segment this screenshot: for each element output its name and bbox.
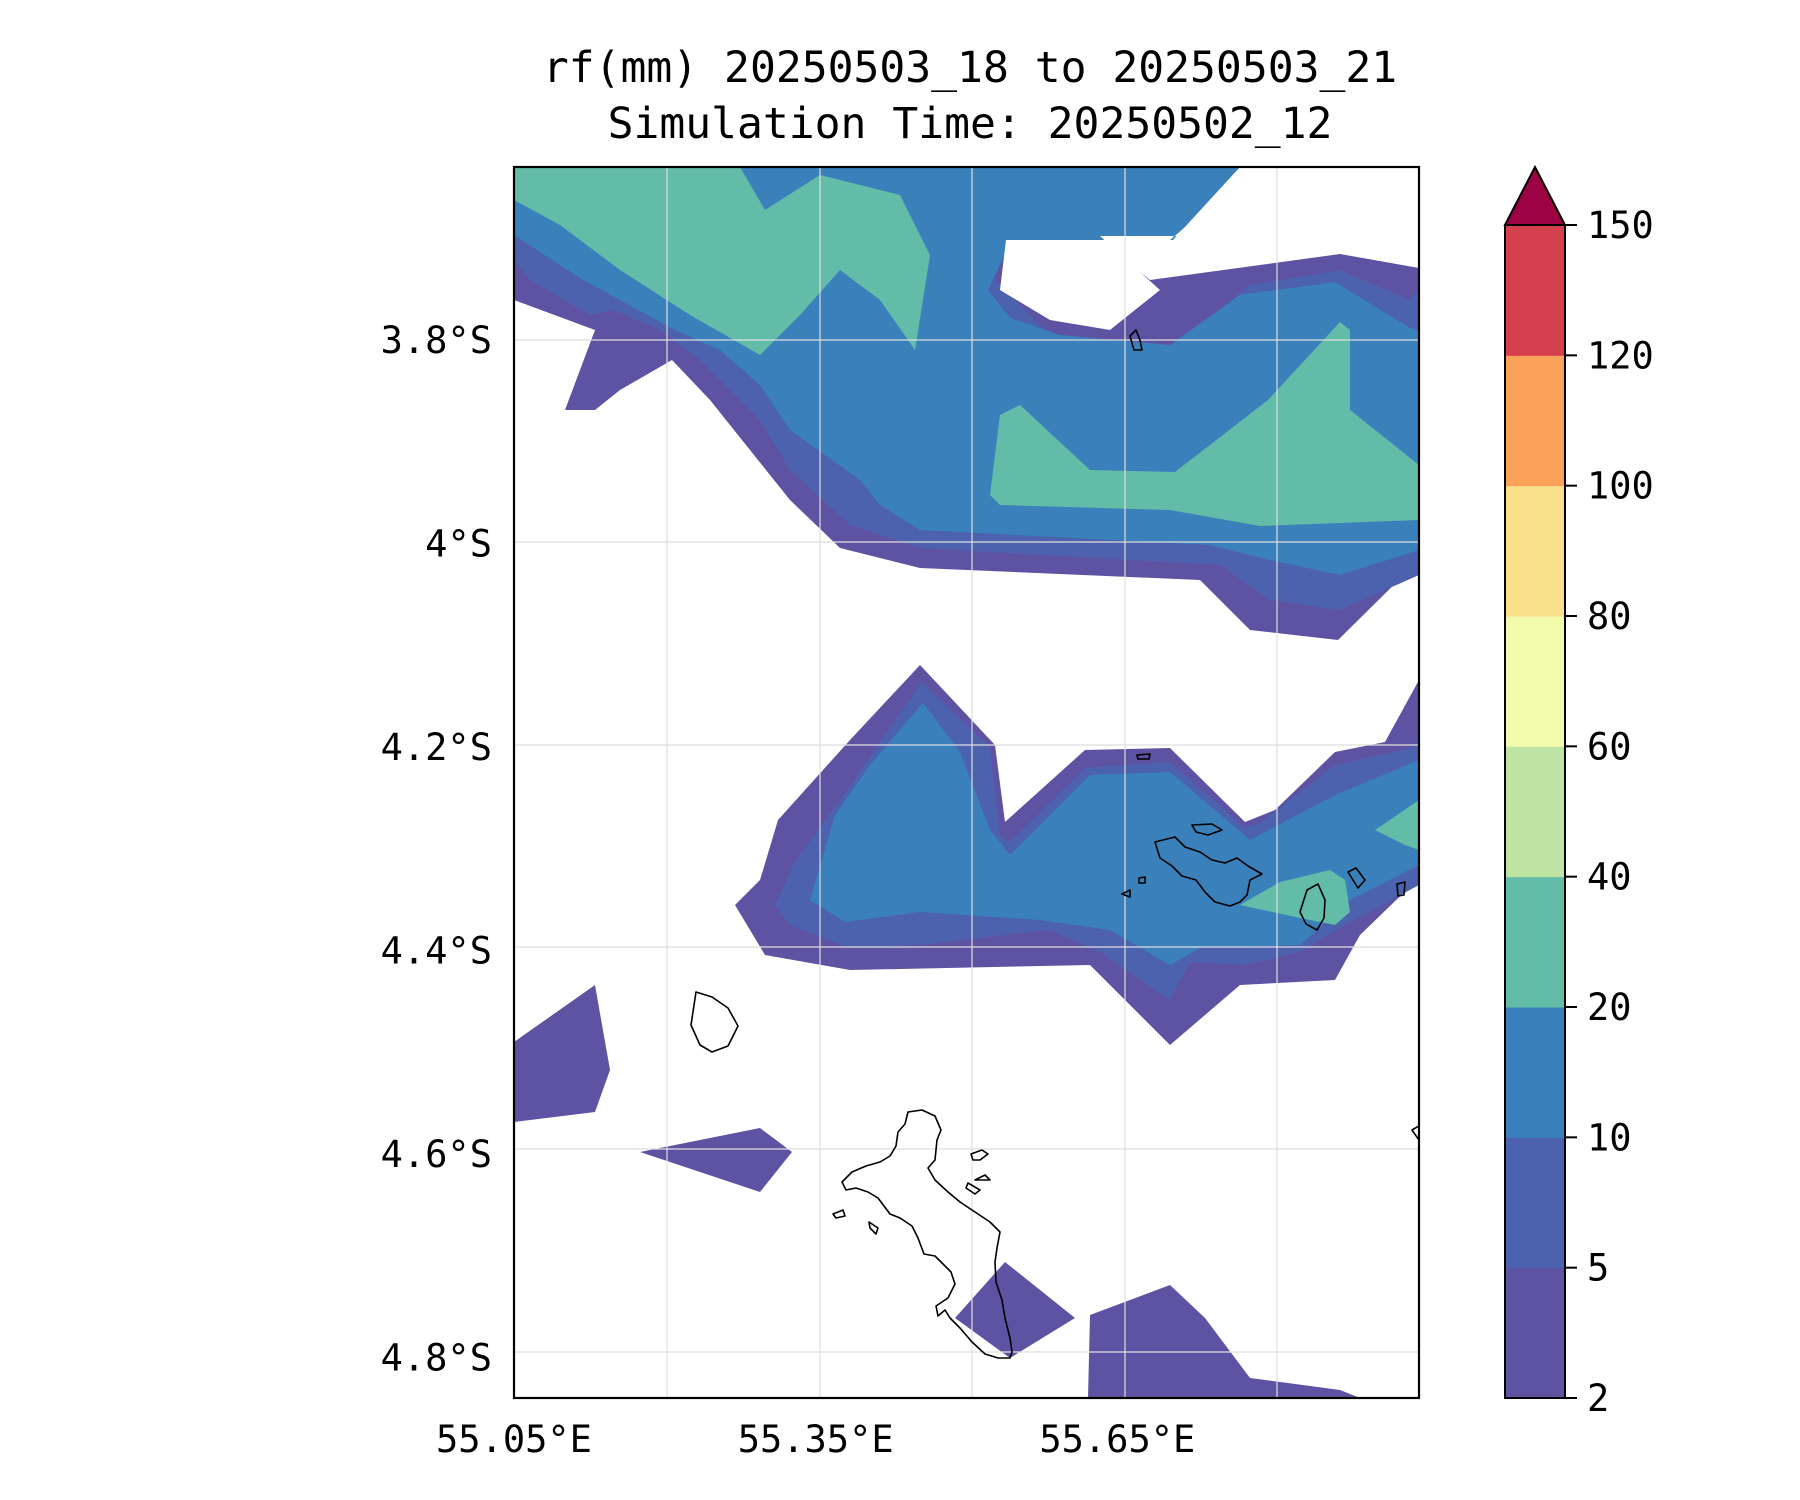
- lon-tick-label: 55.35°E: [738, 1418, 894, 1461]
- coastline-mahe: [841, 1109, 1013, 1359]
- coastline-therese-islets: [832, 1209, 879, 1235]
- coastline-marianne-island: [1396, 881, 1406, 897]
- latitude-tick-labels: 3.8°S 4°S 4.2°S 4.4°S 4.6°S 4.8°S: [381, 319, 492, 1379]
- lon-tick-label: 55.65°E: [1039, 1418, 1195, 1461]
- coastline-north-islet: [1129, 329, 1143, 351]
- lat-tick-label: 4.2°S: [381, 726, 492, 769]
- colorbar-segment: [1505, 225, 1565, 356]
- colorbar-tick-label: 100: [1587, 465, 1654, 508]
- contour-north-level-20-east: [990, 322, 1419, 526]
- lat-tick-label: 4.4°S: [381, 929, 492, 972]
- coastline-sainte-anne-islets: [965, 1149, 991, 1195]
- coastline-la-digue-island: [1299, 883, 1326, 931]
- map-title-line-1: rf(mm) 20250503_18 to 20250503_21: [543, 43, 1397, 93]
- colorbar-tick-label: 5: [1587, 1247, 1609, 1290]
- colorbar-segment: [1505, 485, 1565, 617]
- colorbar-tick-label: 40: [1587, 856, 1632, 899]
- contour-middle-level-20-east: [1375, 800, 1419, 850]
- colorbar-segment: [1505, 746, 1565, 878]
- contour-middle-level-20: [1240, 870, 1350, 925]
- dry-patch-north: [1000, 167, 1260, 330]
- plot-frame: [512, 165, 1421, 1400]
- coastline-praslin-island: [1154, 836, 1263, 907]
- colorbar-tick-label: 10: [1587, 1116, 1632, 1159]
- rainfall-contours: [514, 167, 1419, 1398]
- coastline-silhouette-island: [690, 991, 739, 1053]
- contour-south-patch-center: [640, 1128, 792, 1192]
- coastline-felicite-island: [1347, 867, 1366, 889]
- map-plot-area: [512, 165, 1421, 1400]
- colorbar-segment: [1505, 876, 1565, 1008]
- colorbar-extend-arrow: [1503, 164, 1567, 226]
- contour-south-patch-east: [1088, 1285, 1360, 1398]
- contour-north-level-20-west: [514, 167, 930, 355]
- coastline-curieuse-island: [1191, 823, 1223, 836]
- coastline-east-edge-islet: [1411, 1125, 1419, 1141]
- colorbar-tick-label: 20: [1587, 986, 1632, 1029]
- lon-tick-label: 55.05°E: [436, 1418, 592, 1461]
- lat-tick-label: 3.8°S: [381, 319, 492, 362]
- lat-tick-label: 4°S: [425, 522, 492, 565]
- lat-tick-label: 4.8°S: [381, 1336, 492, 1379]
- longitude-tick-labels: 55.05°E 55.35°E 55.65°E: [436, 1418, 1195, 1461]
- colorbar-tick-label: 80: [1587, 595, 1632, 638]
- colorbar-segment: [1505, 1137, 1565, 1269]
- lat-tick-label: 4.6°S: [381, 1133, 492, 1176]
- colorbar-tick-label: 120: [1587, 334, 1654, 377]
- colorbar-tick-label: 60: [1587, 725, 1632, 768]
- coastlines: [690, 329, 1419, 1359]
- colorbar-segment: [1505, 1007, 1565, 1138]
- colorbar: 2 5 10 20 40 60 80 100 120 150: [1503, 164, 1654, 1420]
- colorbar-segments: [1505, 225, 1565, 1399]
- colorbar-tick-labels: 2 5 10 20 40 60 80 100 120 150: [1565, 204, 1654, 1420]
- coastline-isle-near-praslin: [1136, 753, 1151, 760]
- colorbar-segment: [1505, 355, 1565, 487]
- colorbar-segment: [1505, 616, 1565, 747]
- colorbar-tick-label: 150: [1587, 204, 1654, 247]
- colorbar-segment: [1505, 1267, 1565, 1399]
- colorbar-frame: [1504, 224, 1566, 1399]
- coastline-aride-island: [1138, 876, 1146, 884]
- coastline-cousin-island: [1121, 889, 1131, 898]
- contour-south-patch-mahe: [955, 1262, 1075, 1358]
- colorbar-tick-label: 2: [1587, 1377, 1609, 1420]
- map-title-line-2: Simulation Time: 20250502_12: [608, 99, 1333, 149]
- contour-south-patch-west: [514, 985, 610, 1122]
